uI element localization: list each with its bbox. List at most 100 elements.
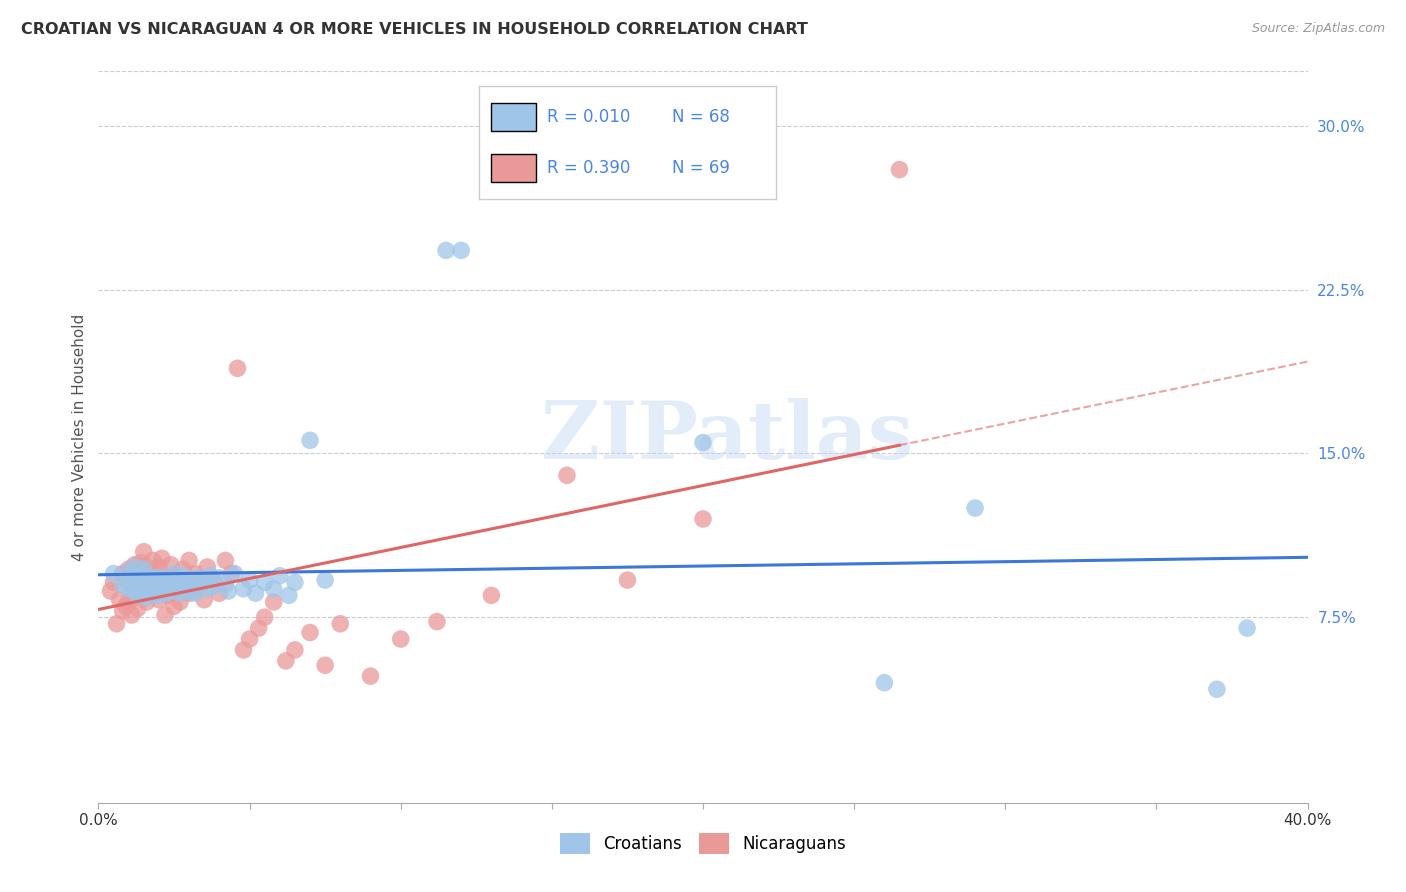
Point [153, 575, 176, 590]
Point [965, 501, 987, 516]
Point [156, 577, 179, 591]
Point [329, 616, 352, 631]
Point [253, 575, 276, 590]
Point [111, 604, 134, 618]
Point [873, 675, 896, 690]
Point [163, 599, 186, 614]
Point [153, 573, 176, 587]
Point [127, 575, 149, 590]
Point [208, 571, 231, 585]
Point [284, 643, 307, 657]
Point [214, 577, 236, 591]
Point [118, 573, 141, 587]
Point [121, 577, 143, 591]
Point [135, 591, 157, 605]
Point [166, 582, 188, 596]
Point [142, 586, 165, 600]
Point [132, 582, 155, 596]
Point [274, 654, 297, 668]
Point [193, 575, 215, 590]
Point [135, 595, 157, 609]
Point [142, 553, 165, 567]
Point [187, 580, 209, 594]
Point [103, 566, 125, 581]
Point [163, 575, 186, 590]
Point [129, 580, 152, 594]
Point [172, 575, 194, 590]
Point [129, 588, 152, 602]
Point [889, 162, 911, 177]
Point [195, 582, 218, 596]
Text: Source: ZipAtlas.com: Source: ZipAtlas.com [1251, 22, 1385, 36]
Point [139, 571, 162, 585]
Point [239, 573, 262, 587]
Point [263, 582, 285, 596]
Point [156, 588, 179, 602]
Point [135, 577, 157, 591]
Point [179, 584, 201, 599]
Point [692, 435, 714, 450]
Point [221, 566, 243, 581]
Point [314, 658, 336, 673]
Point [124, 571, 146, 585]
Point [226, 361, 249, 376]
Point [179, 586, 201, 600]
Point [153, 586, 176, 600]
Point [150, 582, 173, 596]
Point [1236, 621, 1258, 635]
Point [148, 560, 170, 574]
Point [450, 244, 472, 258]
Point [245, 586, 267, 600]
Point [124, 591, 146, 605]
Point [127, 601, 149, 615]
Point [124, 584, 146, 599]
Point [118, 565, 141, 579]
Point [142, 586, 165, 600]
Point [118, 582, 141, 596]
Point [111, 577, 134, 591]
Point [160, 584, 183, 599]
Point [166, 580, 188, 594]
Point [187, 571, 209, 585]
Point [124, 558, 146, 572]
Point [118, 562, 141, 576]
Point [148, 577, 170, 591]
Point [299, 625, 322, 640]
Point [224, 566, 246, 581]
Text: CROATIAN VS NICARAGUAN 4 OR MORE VEHICLES IN HOUSEHOLD CORRELATION CHART: CROATIAN VS NICARAGUAN 4 OR MORE VEHICLE… [21, 22, 808, 37]
Point [555, 468, 578, 483]
Point [132, 573, 155, 587]
Point [132, 545, 155, 559]
Point [193, 592, 215, 607]
Point [208, 586, 231, 600]
Point [148, 588, 170, 602]
Point [148, 592, 170, 607]
Point [277, 588, 299, 602]
Point [118, 595, 141, 609]
Point [426, 615, 449, 629]
Legend: Croatians, Nicaraguans: Croatians, Nicaraguans [554, 827, 852, 860]
Point [232, 643, 254, 657]
Point [200, 568, 222, 582]
Point [172, 582, 194, 596]
Point [127, 571, 149, 585]
Point [160, 558, 183, 572]
Point [247, 621, 270, 635]
Point [269, 568, 291, 582]
Point [434, 244, 457, 258]
Point [169, 595, 191, 609]
Point [184, 566, 207, 581]
Point [108, 592, 131, 607]
Point [139, 575, 162, 590]
Point [129, 568, 152, 582]
Point [1206, 682, 1229, 697]
Point [139, 582, 162, 596]
Point [124, 560, 146, 574]
Point [153, 607, 176, 622]
Point [127, 588, 149, 602]
Point [181, 577, 204, 591]
Point [150, 571, 173, 585]
Y-axis label: 4 or more Vehicles in Household: 4 or more Vehicles in Household [72, 313, 87, 561]
Point [103, 575, 125, 590]
Point [172, 568, 194, 582]
